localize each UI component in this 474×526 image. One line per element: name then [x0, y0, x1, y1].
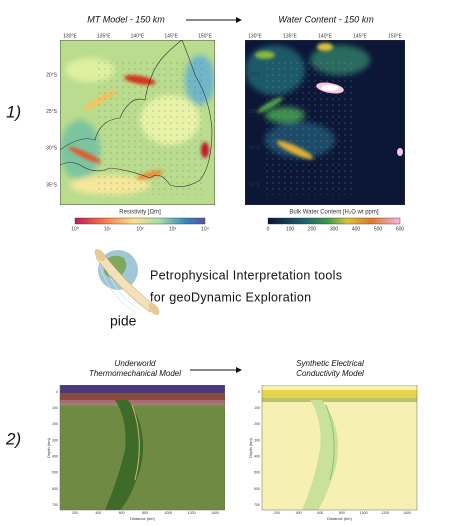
right-model-title: Conductivity Model	[296, 369, 364, 378]
colorbar-tick-label: 10¹	[104, 226, 112, 232]
x-tick-label: 1200	[188, 511, 196, 515]
logo: Petrophysical Interpretation tools for g…	[94, 249, 342, 329]
colorbar-tick-label: 600	[396, 226, 405, 232]
y-tick-label: 300	[254, 438, 260, 442]
logo-line: Petrophysical Interpretation tools	[150, 268, 342, 282]
y-tick-label: 0	[258, 390, 260, 394]
colorbar-tick-label: 10⁴	[201, 226, 209, 232]
water-colorbar	[267, 217, 401, 225]
arrow-head	[236, 367, 242, 373]
right-model-title: Synthetic Electrical	[296, 359, 364, 368]
x-tick-label: 1000	[360, 511, 368, 515]
lat-tick-label: 30°S	[249, 146, 261, 152]
lat-tick-label: 25°S	[249, 109, 261, 115]
colorbar-label: Resistivity [Ωm]	[119, 210, 161, 216]
arrow-head	[236, 17, 242, 23]
colorbar-label: Bulk Water Content [H₂O wt ppm]	[289, 210, 378, 216]
x-tick-label: 600	[119, 511, 125, 515]
lon-tick-label: 140°E	[131, 33, 145, 39]
y-tick-label: 100	[52, 406, 58, 410]
y-axis-label: Depth (km)	[46, 437, 51, 457]
y-axis-label: Depth (km)	[248, 437, 253, 457]
colorbar-tick-label: 200	[308, 226, 317, 232]
x-tick-label: 400	[296, 511, 302, 515]
lon-tick-label: 140°E	[318, 33, 332, 39]
x-tick-label: 1400	[403, 511, 411, 515]
y-tick-label: 500	[52, 471, 58, 475]
left-model-title: Thermomechanical Model	[89, 369, 181, 378]
lon-tick-label: 145°E	[353, 33, 367, 39]
x-tick-label: 400	[95, 511, 101, 515]
resistivity-colorbar	[74, 217, 206, 225]
colorbar-tick-label: 10³	[169, 226, 177, 232]
colorbar-tick-label: 0	[267, 226, 270, 232]
lat-tick-label: 20°S	[46, 72, 58, 78]
y-tick-label: 700	[254, 503, 260, 507]
x-axis-label: Distance (km)	[327, 516, 352, 521]
y-tick-label: 600	[254, 487, 260, 491]
right-map-title: Water Content - 150 km	[278, 14, 374, 24]
y-tick-label: 400	[254, 454, 260, 458]
y-tick-label: 0	[56, 390, 58, 394]
x-tick-label: 800	[339, 511, 345, 515]
resistivity-map	[60, 40, 215, 205]
x-tick-label: 1400	[211, 511, 219, 515]
y-tick-label: 500	[254, 471, 260, 475]
left-map-title: MT Model - 150 km	[87, 14, 165, 24]
x-tick-label: 200	[72, 511, 78, 515]
colorbar-tick-label: 300	[330, 226, 339, 232]
colorbar-tick-label: 400	[352, 226, 361, 232]
y-tick-label: 400	[52, 454, 58, 458]
lon-tick-label: 135°E	[283, 33, 297, 39]
lat-tick-label: 30°S	[46, 146, 58, 152]
colorbar-tick-label: 100	[286, 226, 295, 232]
y-tick-label: 300	[52, 438, 58, 442]
lat-tick-label: 35°S	[46, 182, 58, 188]
lon-tick-label: 150°E	[198, 33, 212, 39]
y-tick-label: 600	[52, 487, 58, 491]
lat-tick-label: 35°S	[249, 182, 261, 188]
lon-tick-label: 130°E	[248, 33, 262, 39]
x-tick-label: 1000	[164, 511, 172, 515]
colorbar-tick-label: 500	[374, 226, 383, 232]
y-tick-label: 200	[52, 422, 58, 426]
y-tick-label: 100	[254, 406, 260, 410]
x-tick-label: 600	[317, 511, 323, 515]
x-axis-label: Distance (km)	[130, 516, 155, 521]
water-content-map	[245, 40, 405, 205]
logo-line: for geoDynamic Exploration	[150, 290, 311, 304]
x-tick-label: 200	[274, 511, 280, 515]
logo-name: pide	[110, 313, 137, 329]
left-model-title: Underworld	[115, 359, 156, 368]
conductivity-model	[261, 385, 418, 511]
x-tick-label: 1200	[381, 511, 389, 515]
lon-tick-label: 150°E	[388, 33, 402, 39]
x-tick-label: 800	[142, 511, 148, 515]
colorbar-tick-label: 10²	[136, 226, 144, 232]
lon-tick-label: 145°E	[164, 33, 178, 39]
lat-tick-label: 20°S	[249, 72, 261, 78]
thermomechanical-model	[59, 385, 225, 511]
panel-label: 1)	[6, 102, 21, 121]
lon-tick-label: 135°E	[97, 33, 111, 39]
panel-label: 2)	[5, 429, 21, 448]
colorbar-tick-label: 10⁰	[71, 226, 79, 232]
lon-tick-label: 130°E	[63, 33, 77, 39]
y-tick-label: 200	[254, 422, 260, 426]
lat-tick-label: 25°S	[46, 109, 58, 115]
y-tick-label: 700	[52, 503, 58, 507]
